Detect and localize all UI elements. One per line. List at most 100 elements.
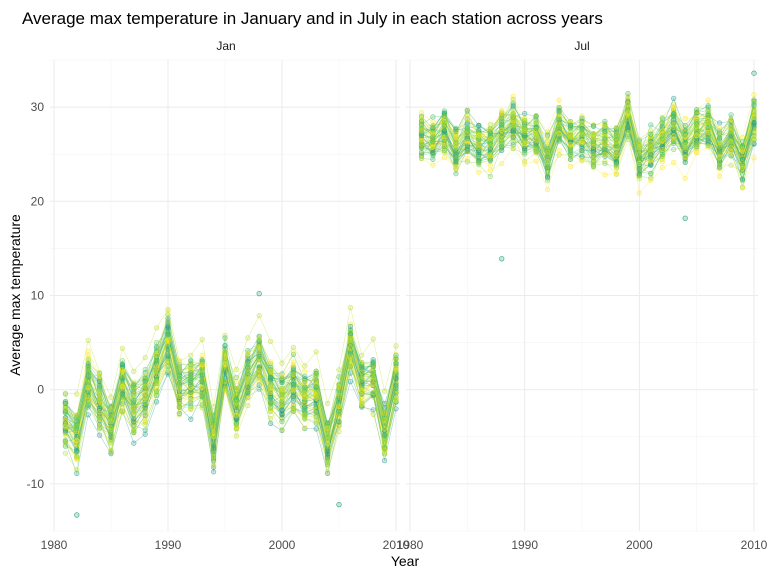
- data-point: [302, 412, 308, 419]
- data-point: [382, 458, 388, 464]
- data-point: [74, 470, 80, 477]
- data-point: [245, 335, 251, 341]
- data-point: [522, 140, 528, 146]
- data-point: [671, 159, 677, 166]
- y-tick-label: 0: [37, 383, 44, 397]
- data-point: [119, 376, 125, 382]
- x-tick-label: 1980: [41, 538, 68, 552]
- data-point: [268, 377, 274, 383]
- data-point: [522, 146, 528, 152]
- data-point: [142, 355, 148, 361]
- data-point: [705, 144, 711, 150]
- data-point: [131, 382, 137, 388]
- data-point: [325, 454, 331, 460]
- data-point: [142, 419, 148, 425]
- data-point: [359, 377, 365, 383]
- data-point: [370, 370, 376, 376]
- data-point: [648, 177, 654, 183]
- data-point: [487, 153, 493, 159]
- data-point: [142, 427, 148, 433]
- data-point: [602, 118, 608, 124]
- data-point: [62, 424, 69, 430]
- data-point: [430, 153, 436, 159]
- data-point: [279, 379, 285, 386]
- data-point: [567, 134, 574, 140]
- data-point: [370, 407, 376, 413]
- data-point: [347, 345, 354, 351]
- data-point: [430, 130, 436, 136]
- data-point: [716, 124, 723, 130]
- data-point: [625, 110, 631, 116]
- data-point: [544, 149, 551, 155]
- data-point: [154, 378, 160, 384]
- data-point: [96, 396, 103, 402]
- data-point: [302, 404, 308, 410]
- data-point: [222, 343, 228, 349]
- data-point: [199, 367, 205, 373]
- data-point: [671, 111, 677, 117]
- data-point: [325, 441, 331, 447]
- data-point: [522, 110, 528, 117]
- data-point: [682, 175, 688, 181]
- data-point: [302, 363, 308, 369]
- data-point: [682, 115, 688, 122]
- x-tick-label: 2000: [269, 538, 296, 552]
- data-point: [487, 130, 493, 136]
- data-point: [579, 128, 585, 134]
- data-point: [325, 469, 331, 475]
- data-point: [245, 350, 251, 356]
- data-point: [222, 335, 228, 341]
- x-tick-label: 1990: [511, 538, 538, 552]
- data-point: [96, 409, 103, 415]
- strip-label-jul: Jul: [574, 39, 589, 53]
- data-point: [567, 156, 574, 162]
- data-point: [590, 135, 597, 141]
- data-point: [279, 407, 285, 413]
- data-point: [268, 415, 274, 422]
- data-point: [476, 142, 482, 148]
- data-point: [636, 160, 642, 166]
- data-point: [510, 134, 516, 140]
- data-point: [682, 146, 688, 152]
- data-point: [579, 115, 585, 121]
- data-point: [96, 432, 103, 438]
- data-point: [279, 419, 285, 425]
- y-tick-label: 20: [31, 194, 45, 208]
- data-point: [544, 158, 551, 164]
- data-point: [313, 390, 319, 396]
- station-line: [65, 307, 397, 407]
- data-point: [74, 467, 80, 473]
- data-point: [716, 154, 723, 160]
- data-point: [476, 169, 482, 175]
- data-point: [108, 447, 114, 454]
- x-tick-label: 2000: [626, 538, 653, 552]
- data-point: [487, 121, 493, 127]
- data-point: [487, 162, 493, 168]
- data-point: [464, 148, 470, 154]
- data-point: [62, 438, 69, 444]
- data-point: [279, 412, 285, 418]
- data-point: [108, 419, 114, 425]
- data-point: [682, 154, 688, 160]
- data-point: [602, 160, 608, 167]
- data-point: [382, 426, 388, 432]
- data-point: [590, 143, 597, 150]
- data-point: [256, 354, 262, 360]
- data-point: [245, 403, 251, 409]
- data-point: [464, 138, 470, 144]
- data-point: [85, 348, 91, 354]
- data-point: [510, 128, 516, 134]
- data-point: [211, 463, 217, 469]
- data-point: [370, 363, 376, 370]
- data-point: [108, 394, 114, 400]
- data-point: [199, 405, 205, 411]
- data-point: [613, 142, 620, 148]
- data-point: [625, 131, 631, 137]
- data-point: [199, 379, 205, 385]
- data-point: [233, 399, 239, 406]
- data-point: [613, 151, 620, 157]
- data-point: [325, 425, 331, 431]
- data-point: [347, 305, 354, 311]
- data-point: [74, 422, 80, 428]
